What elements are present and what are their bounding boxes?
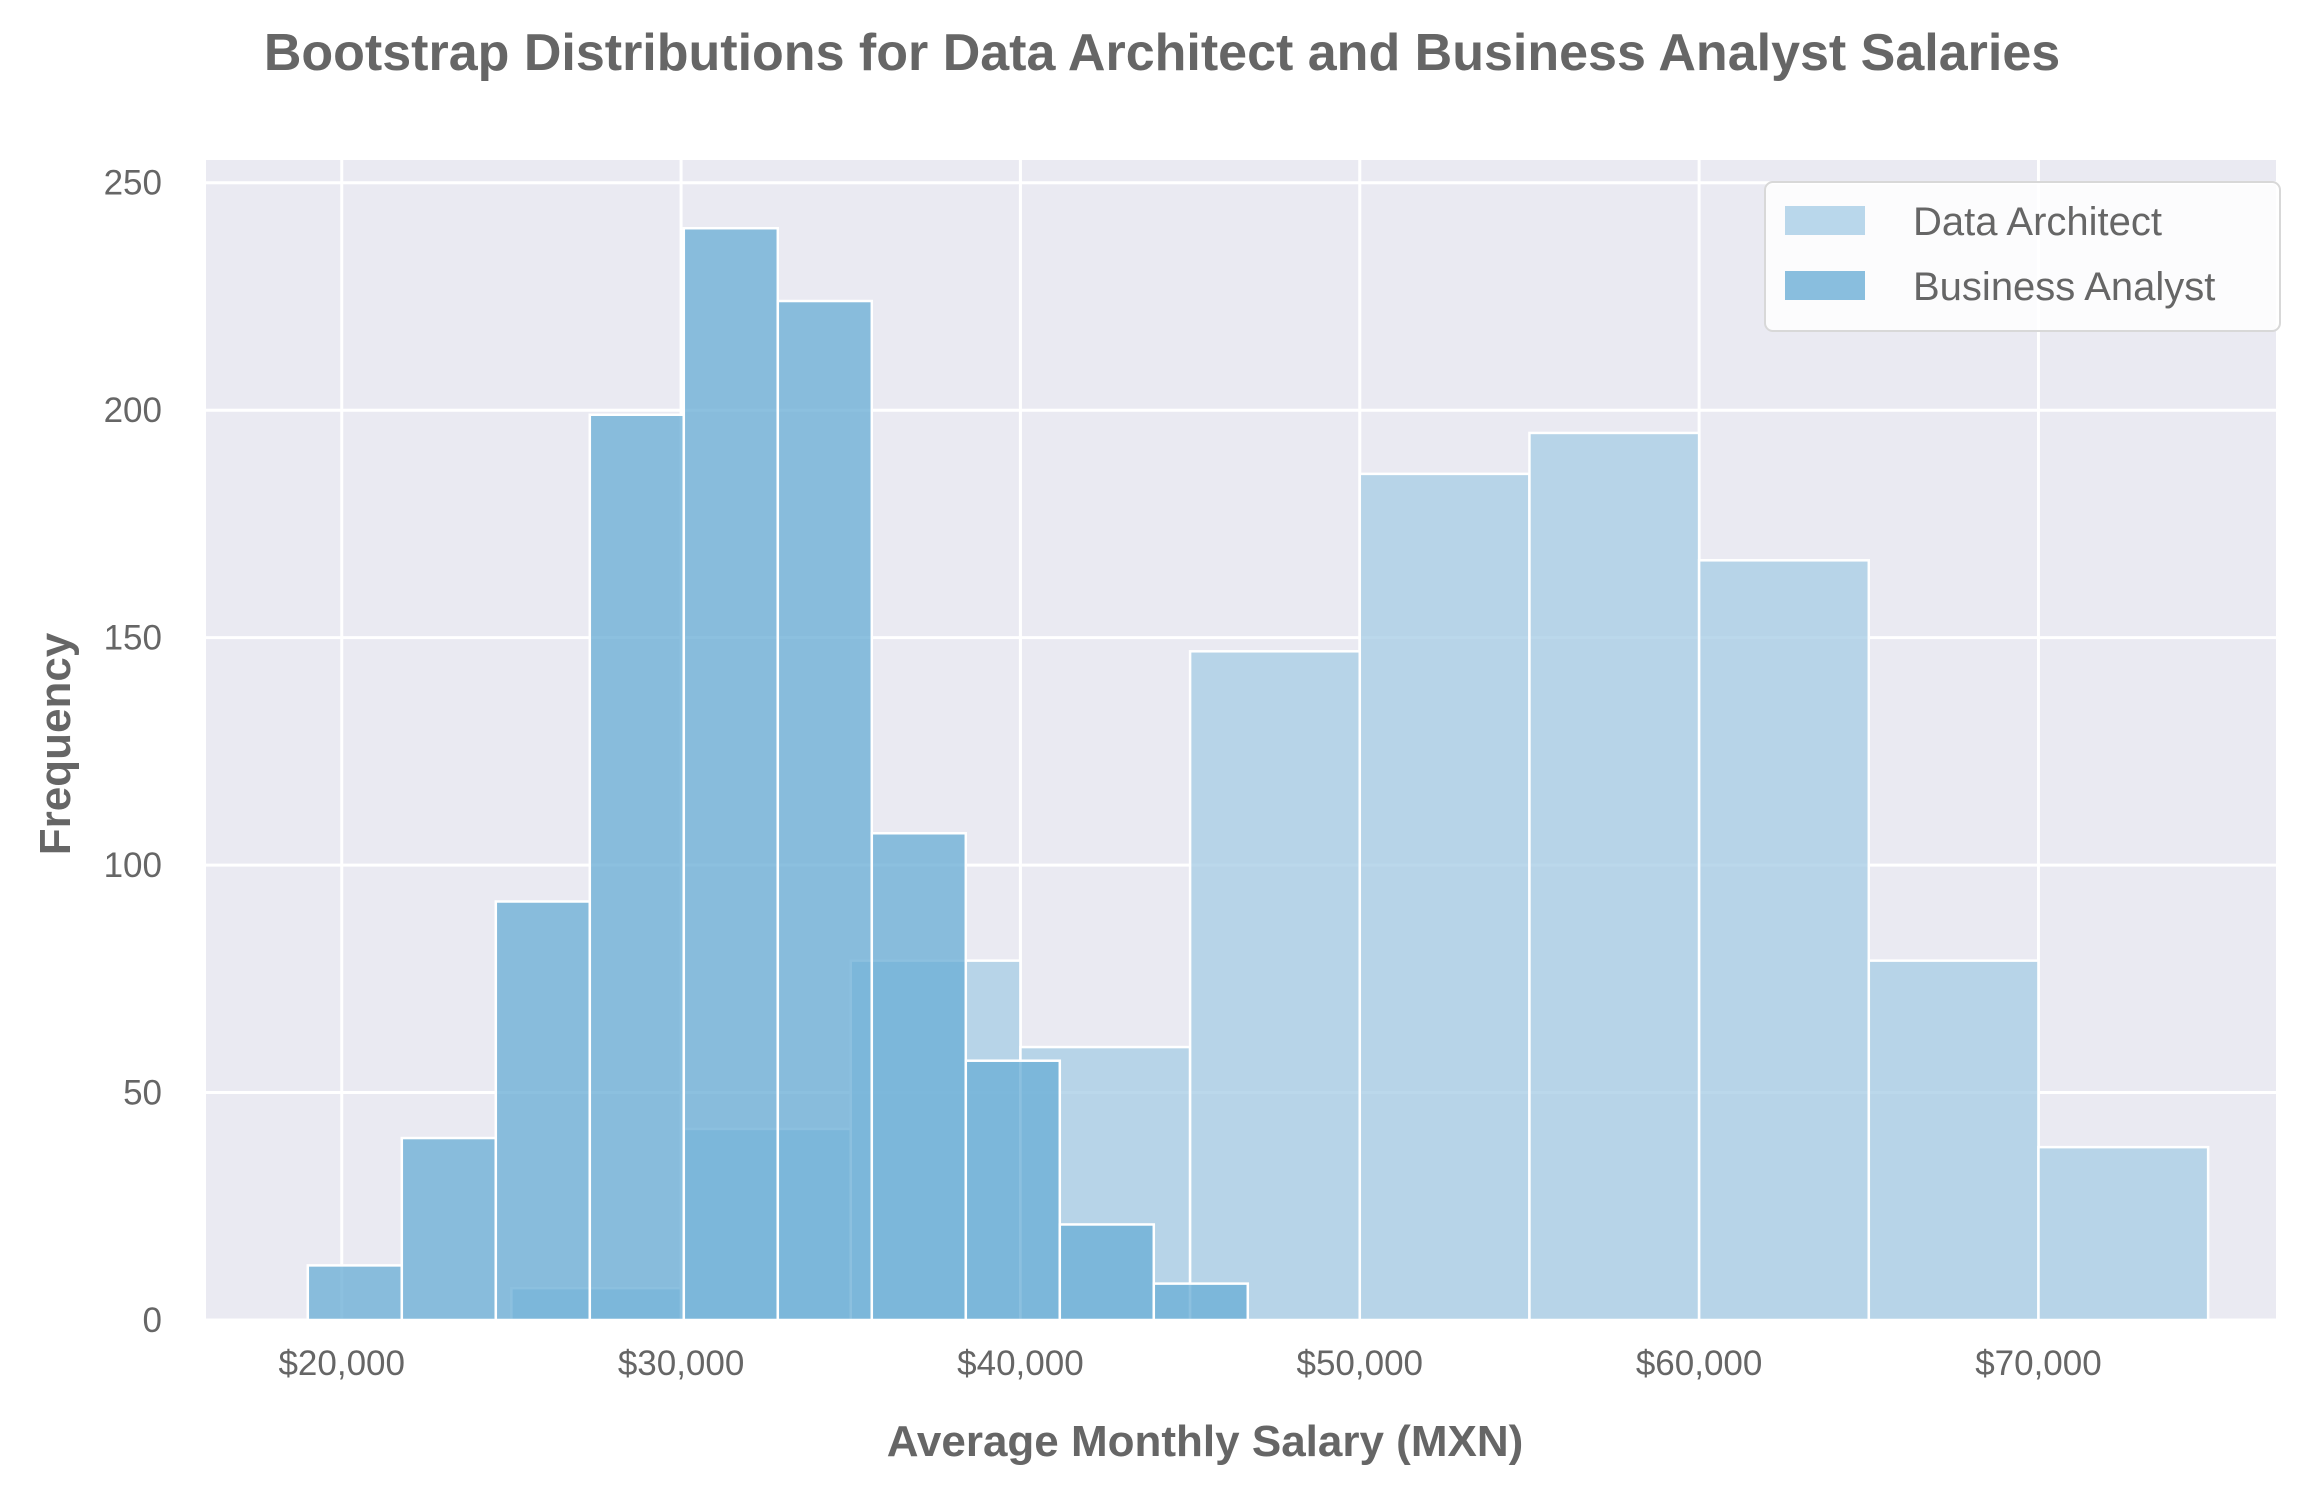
y-tick-label: 200 xyxy=(104,391,162,430)
chart-title: Bootstrap Distributions for Data Archite… xyxy=(264,24,2060,82)
legend-swatch-business-analyst xyxy=(1785,271,1865,300)
bar-data-architect xyxy=(1528,431,1701,1322)
bar-business-analyst xyxy=(494,900,592,1322)
bar-business-analyst xyxy=(588,413,686,1322)
y-axis-label: Frequency xyxy=(31,632,80,855)
y-tick-label: 250 xyxy=(104,164,162,203)
legend-box xyxy=(1764,181,2281,332)
legend: Data Architect Business Analyst xyxy=(1764,181,2281,332)
legend-label-data-architect: Data Architect xyxy=(1913,200,2162,244)
bar-data-architect xyxy=(1697,559,1871,1322)
bar-business-analyst xyxy=(400,1136,498,1322)
x-tick-label: $30,000 xyxy=(618,1344,745,1383)
bar-business-analyst xyxy=(1152,1282,1250,1322)
bar-data-architect xyxy=(1188,650,1362,1322)
x-tick-label: $40,000 xyxy=(957,1344,1084,1383)
x-tick-label: $70,000 xyxy=(1975,1344,2102,1383)
y-tick-label: 0 xyxy=(143,1301,162,1340)
x-tick-label: $60,000 xyxy=(1636,1344,1763,1383)
bar-business-analyst xyxy=(1058,1223,1156,1322)
bar-business-analyst xyxy=(776,299,874,1322)
bar-business-analyst xyxy=(682,226,780,1322)
legend-swatch-data-architect xyxy=(1785,206,1865,235)
x-tick-label: $20,000 xyxy=(278,1344,405,1383)
legend-label-business-analyst: Business Analyst xyxy=(1913,265,2215,309)
y-tick-label: 100 xyxy=(104,846,162,885)
x-axis-label: Average Monthly Salary (MXN) xyxy=(887,1417,1524,1466)
bar-data-architect xyxy=(2037,1145,2210,1322)
bar-business-analyst xyxy=(964,1059,1062,1322)
bar-business-analyst xyxy=(870,832,968,1322)
y-tick-label: 150 xyxy=(104,619,162,658)
bar-data-architect xyxy=(1358,472,1531,1322)
x-tick-label: $50,000 xyxy=(1297,1344,1424,1383)
bar-data-architect xyxy=(1867,959,2040,1322)
bar-business-analyst xyxy=(306,1264,404,1322)
y-tick-label: 50 xyxy=(123,1074,162,1113)
